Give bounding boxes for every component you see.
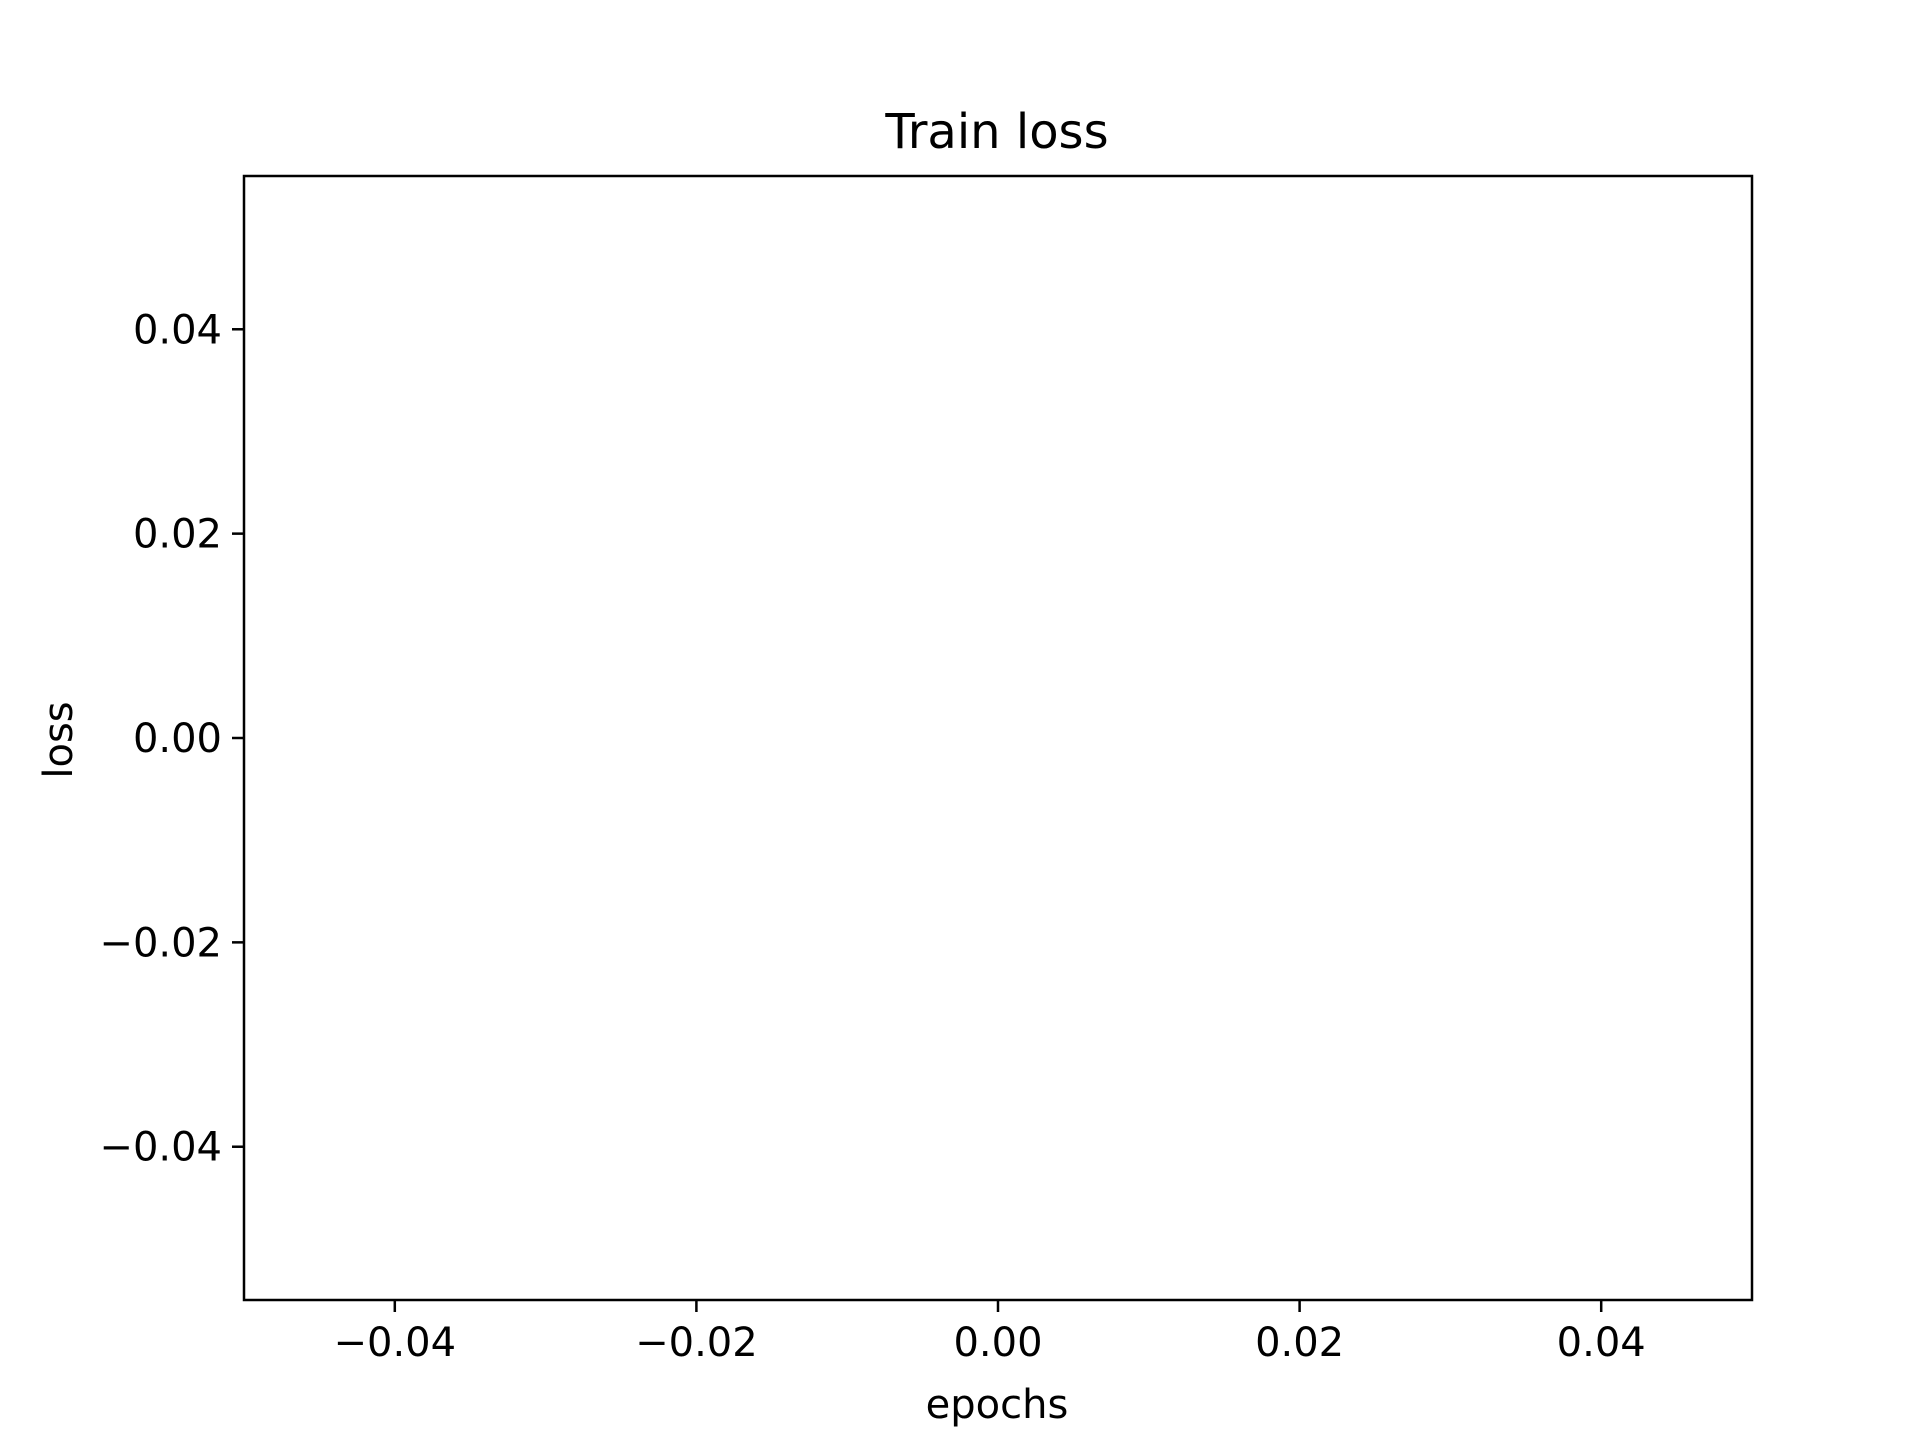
y-tick-label: −0.02	[99, 920, 222, 966]
x-tick-label: 0.00	[953, 1320, 1042, 1366]
y-tick-label: −0.04	[99, 1125, 222, 1171]
chart-title: Train loss	[884, 104, 1108, 160]
y-tick-label: 0.00	[133, 716, 222, 762]
y-tick-label: 0.04	[133, 307, 222, 353]
x-axis-label: epochs	[926, 1382, 1069, 1428]
y-tick-label: 0.02	[133, 512, 222, 558]
x-tick-label: 0.02	[1255, 1320, 1344, 1366]
x-tick-label: −0.04	[334, 1320, 457, 1366]
x-axis-ticks: −0.04 −0.02 0.00 0.02 0.04	[334, 1300, 1646, 1366]
y-axis-ticks: −0.04 −0.02 0.00 0.02 0.04	[99, 307, 244, 1171]
x-tick-label: 0.04	[1557, 1320, 1646, 1366]
y-axis-label: loss	[36, 701, 82, 778]
x-tick-label: −0.02	[635, 1320, 758, 1366]
